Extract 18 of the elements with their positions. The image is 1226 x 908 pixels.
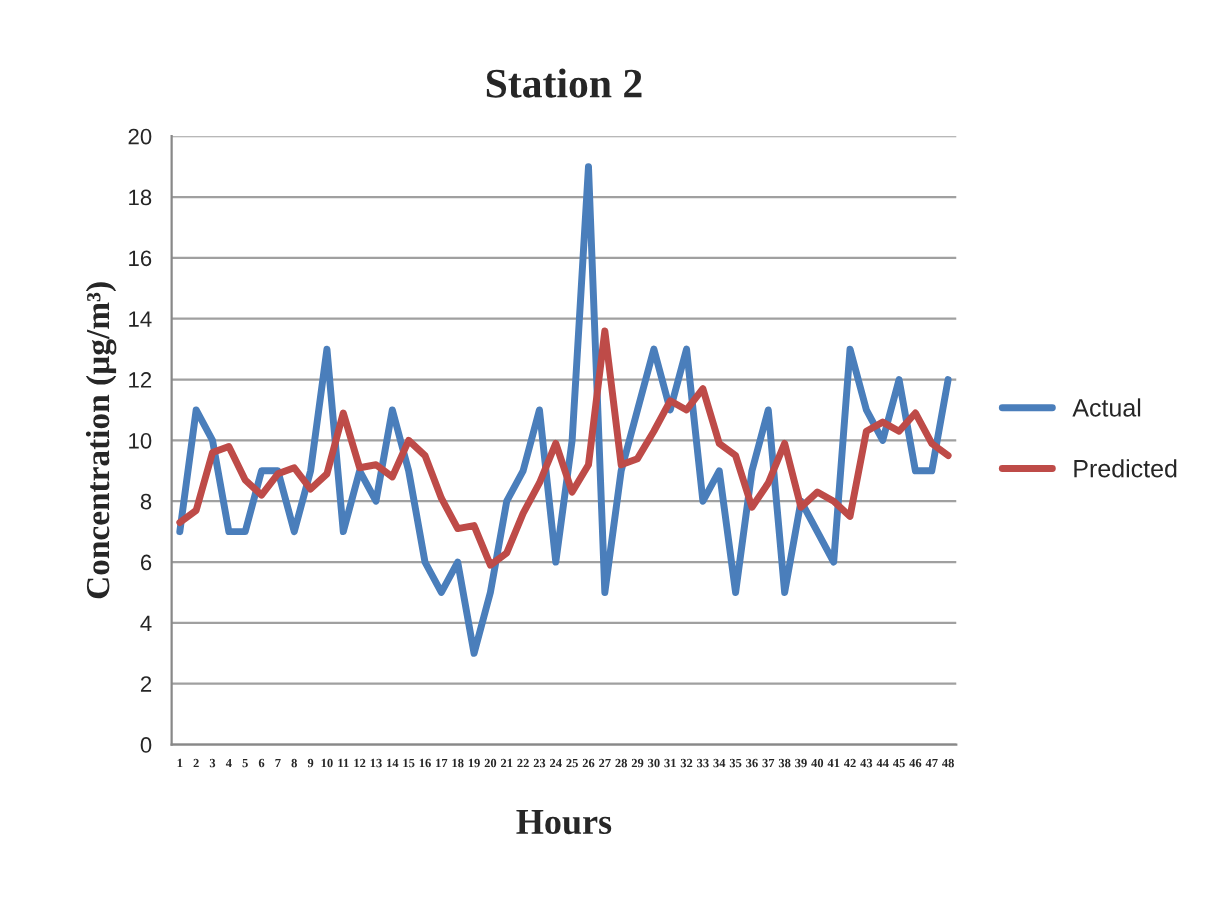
- legend-label: Actual: [1072, 398, 1141, 417]
- y-tick-label: 2: [140, 676, 152, 692]
- x-axis-title: Hours: [516, 810, 612, 835]
- y-tick-label: 16: [129, 250, 152, 267]
- y-tick-label: 10: [129, 432, 152, 449]
- legend-label: Predicted: [1074, 459, 1177, 478]
- y-axis-title: Concentration (µg/m³): [85, 282, 117, 599]
- y-tick-label: 4: [140, 615, 152, 631]
- y-tick-label: 8: [140, 493, 152, 510]
- y-tick-label: 0: [140, 737, 152, 753]
- line-series: [176, 327, 952, 569]
- y-tick-label: 12: [129, 372, 152, 388]
- y-tick-label: 14: [129, 311, 152, 327]
- line-series: [176, 163, 952, 657]
- y-tick-label: 6: [140, 554, 152, 571]
- y-tick-label: 18: [129, 189, 152, 206]
- y-tick-label: 20: [128, 128, 152, 145]
- chart-title: Station 2: [486, 68, 642, 98]
